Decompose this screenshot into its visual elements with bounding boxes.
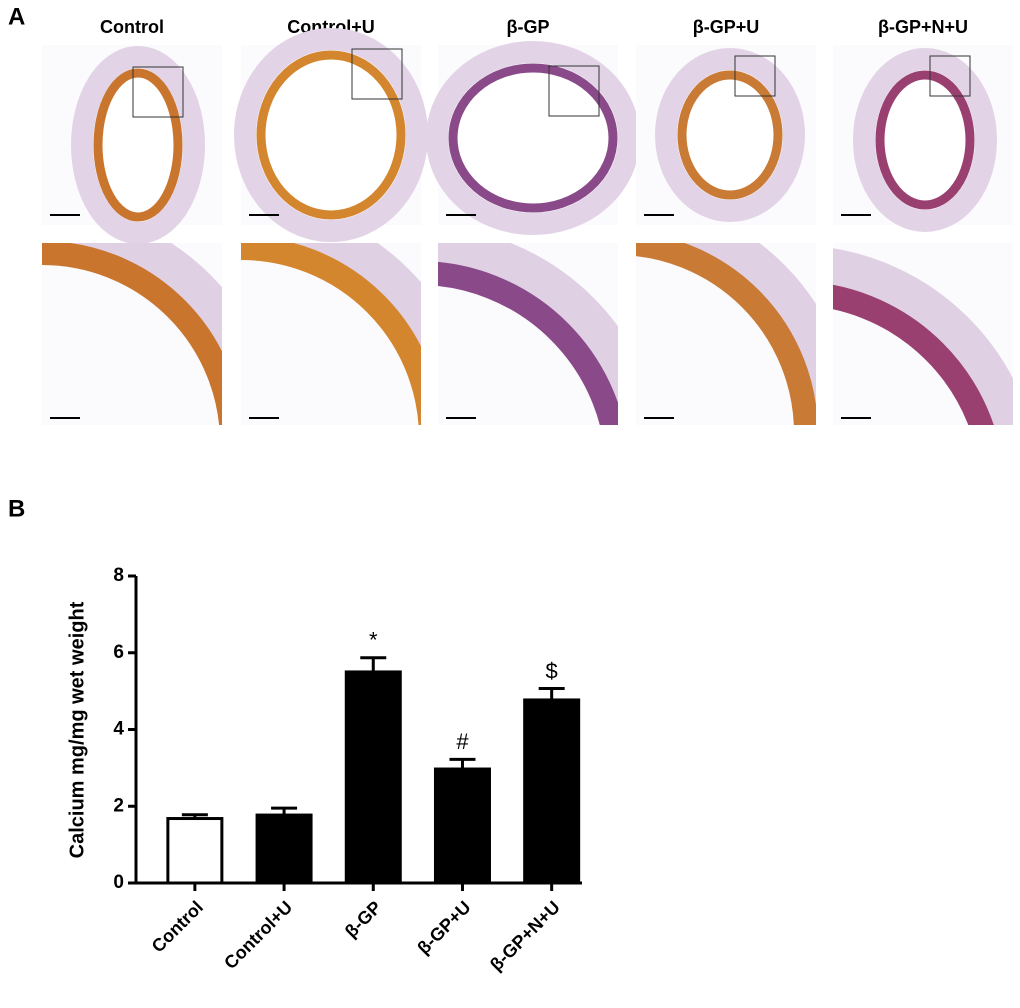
panel-label: A [8,3,25,30]
y-tick-label: 0 [113,872,124,893]
adventitia [234,28,428,242]
error-bar [538,686,565,700]
inset-box [351,48,403,100]
panel-label: B [8,495,25,522]
vessel-wall [875,70,975,210]
adventitia [853,48,997,232]
vessel-wall [677,70,783,200]
column-title: Control [100,17,164,37]
adventitia [655,48,805,222]
inset-box [929,55,971,97]
error-bar [360,656,387,672]
x-tick-label: Control [148,897,207,956]
column-title: β-GP+N+U [878,17,968,37]
bar [433,767,491,885]
x-tick-label: β-GP+U [413,897,474,958]
bar [255,813,313,885]
y-tick-label: 2 [113,795,124,816]
inset-box [734,55,776,97]
y-tick-label: 4 [113,719,124,740]
error-bar [449,757,476,770]
x-tick-label: β-GP+N+U [486,897,564,975]
column-title: β-GP [507,17,550,37]
column-title: β-GP+U [693,17,760,37]
y-axis-label: Calcium mg/mg wet weight [66,601,88,858]
annotation: $ [546,658,558,683]
inset-box [132,66,184,118]
bar [166,817,224,885]
adventitia [71,46,205,244]
x-tick-label: β-GP [341,897,386,942]
vessel-wall [256,50,406,220]
bar [344,670,402,885]
x-tick-label: Control+U [220,897,296,973]
adventitia [426,41,640,235]
annotation: # [456,729,469,754]
y-tick-label: 6 [113,642,124,663]
y-tick-label: 8 [113,565,124,586]
annotation: * [369,628,378,653]
vessel-wall [448,63,618,213]
inset-box [548,65,600,117]
vessel-wall [93,68,183,222]
bar [523,698,581,885]
